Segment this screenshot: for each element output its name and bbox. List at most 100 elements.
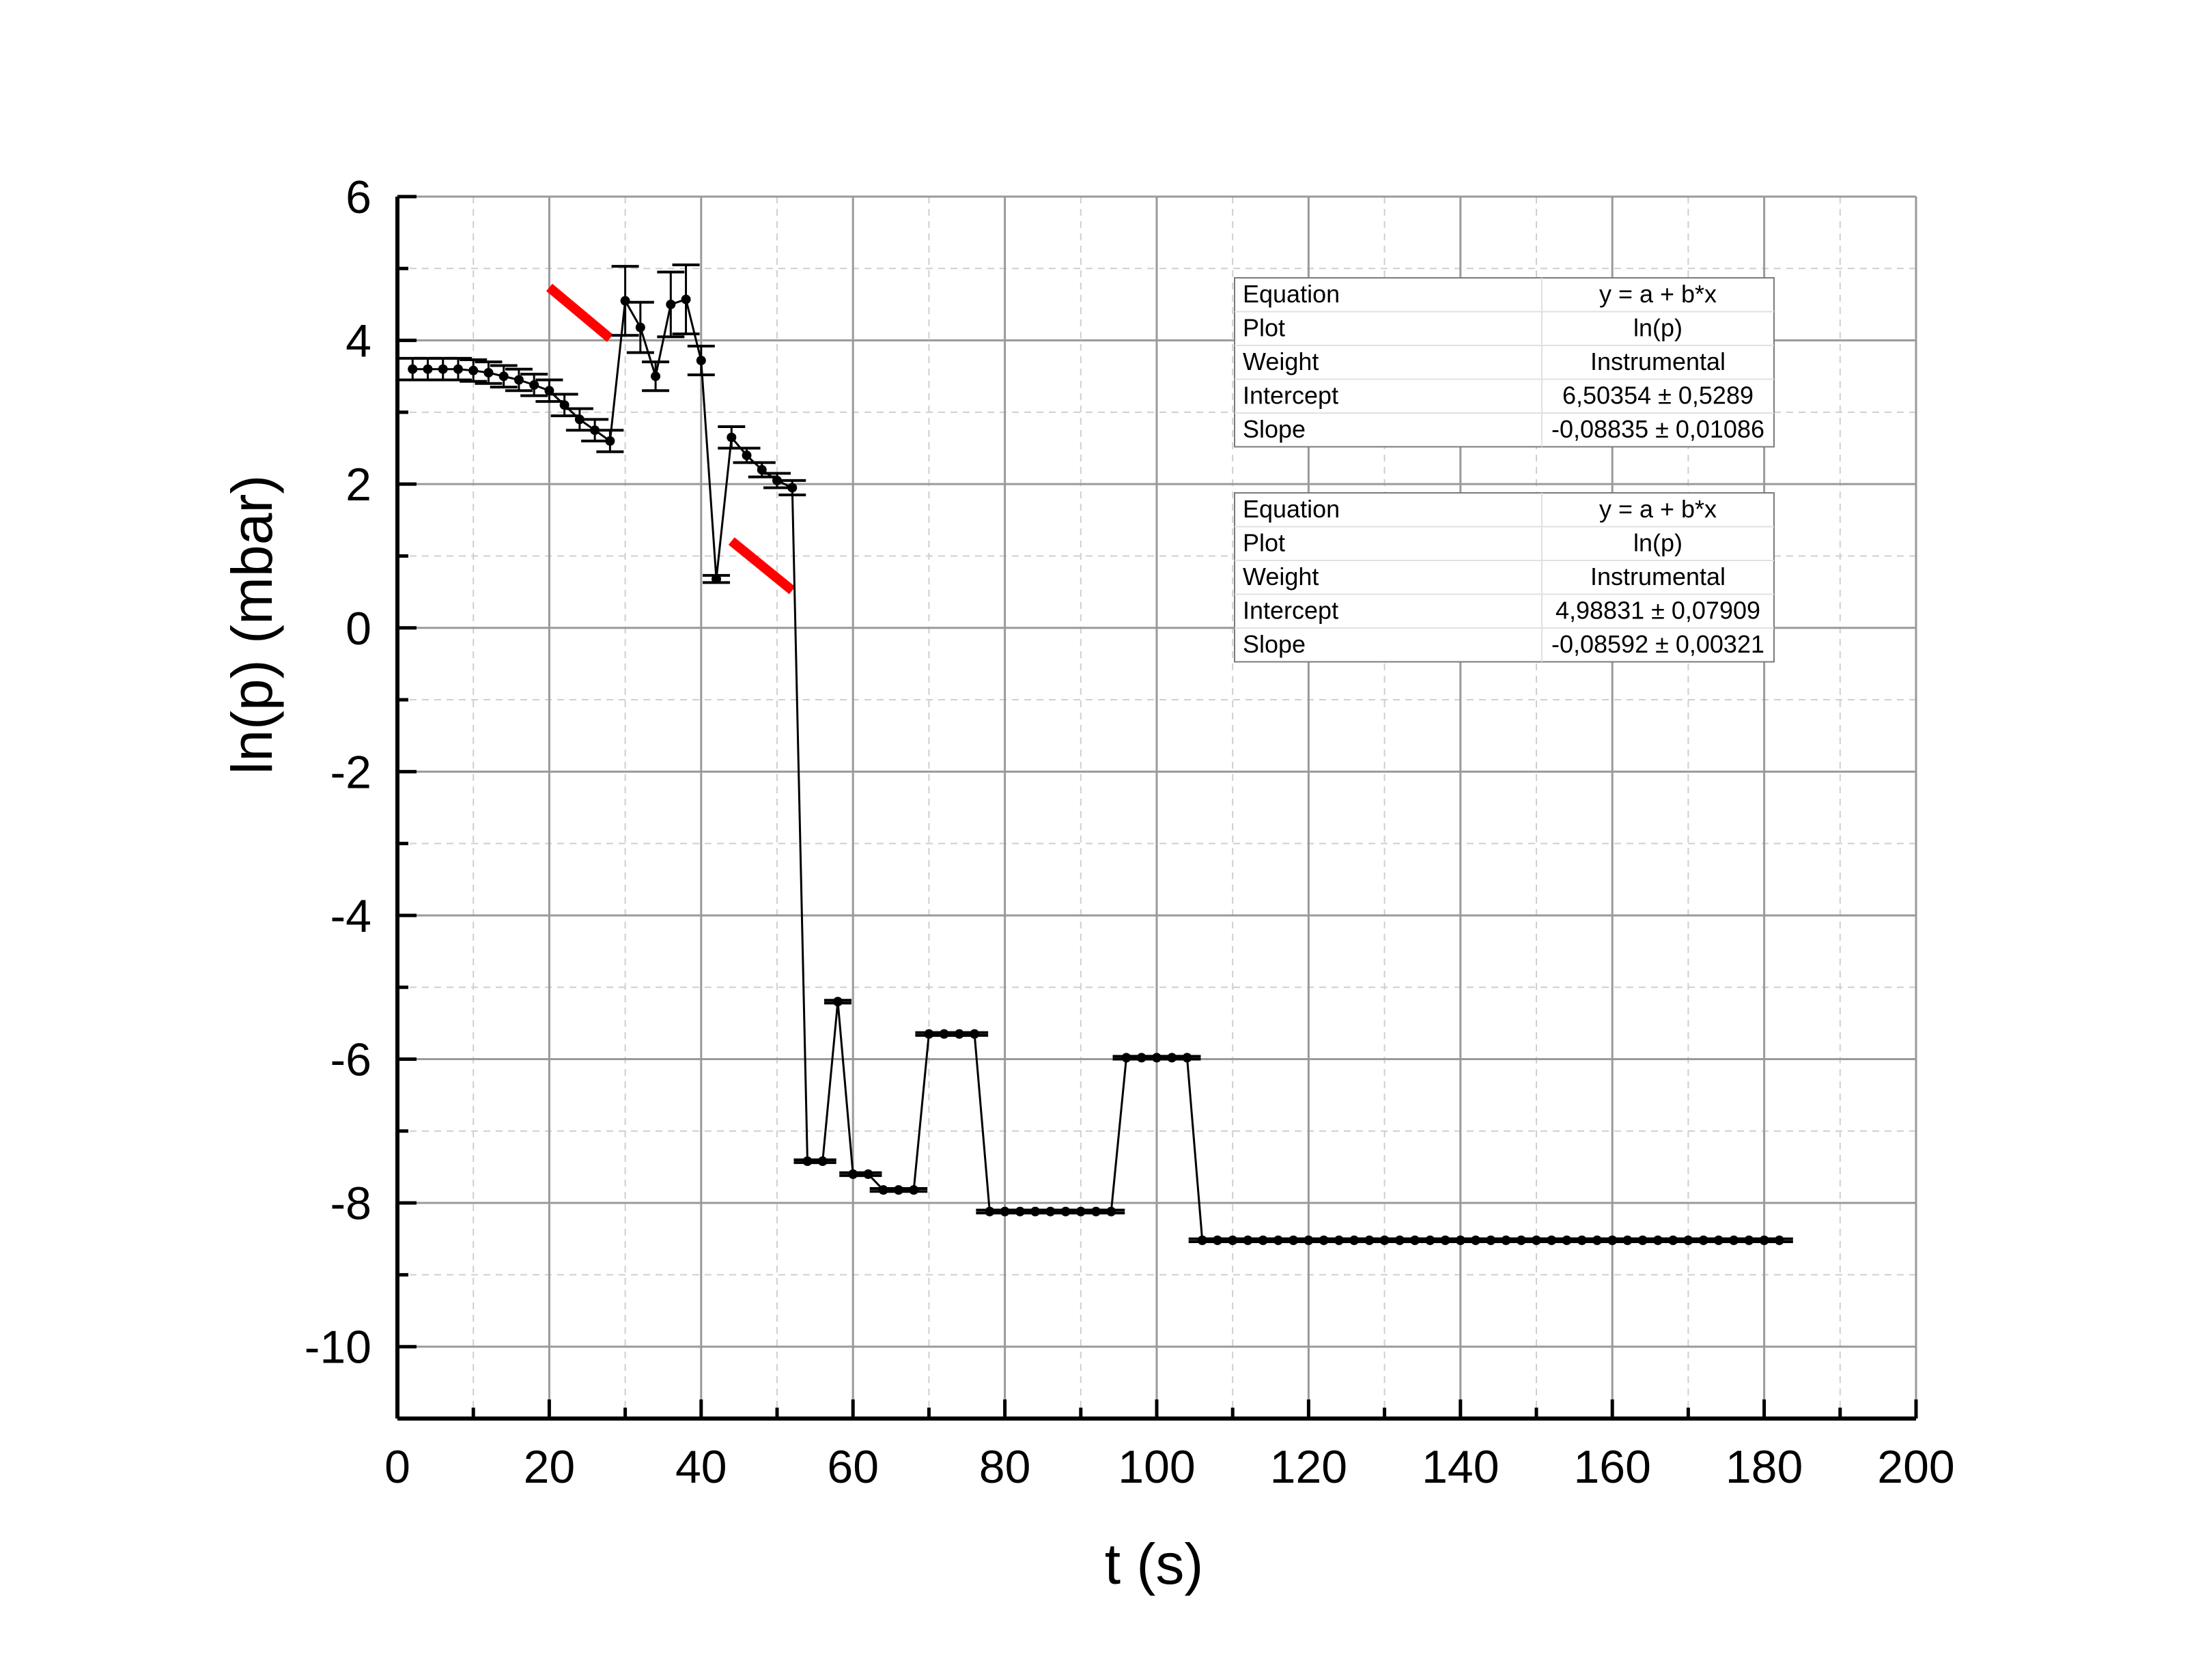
data-point — [1637, 1235, 1648, 1245]
data-point — [1486, 1235, 1496, 1245]
data-point — [1030, 1206, 1041, 1216]
data-point — [1228, 1235, 1238, 1245]
data-series — [399, 264, 1793, 1245]
data-point — [924, 1029, 934, 1039]
data-point — [1729, 1235, 1739, 1245]
data-point — [1243, 1235, 1253, 1245]
data-point — [529, 380, 539, 390]
data-point — [742, 451, 752, 461]
data-point — [574, 414, 585, 425]
data-point — [1091, 1206, 1101, 1216]
data-point — [1000, 1206, 1010, 1216]
data-point — [438, 364, 448, 374]
data-point — [1547, 1235, 1557, 1245]
x-tick-label: 40 — [675, 1441, 727, 1493]
data-point — [893, 1185, 903, 1195]
fit-lines — [546, 283, 796, 595]
x-axis-label: t (s) — [1105, 1532, 1204, 1596]
data-point — [1501, 1235, 1511, 1245]
fit-table-key: Equation — [1243, 280, 1340, 308]
data-point — [863, 1169, 873, 1179]
y-tick-label: -8 — [330, 1178, 371, 1229]
axes — [395, 195, 1918, 1421]
data-point — [681, 294, 691, 304]
data-point — [954, 1029, 964, 1039]
fit-table-key: Equation — [1243, 495, 1340, 523]
y-tick-label: 2 — [346, 459, 371, 511]
data-point — [1562, 1235, 1572, 1245]
x-tick-label: 140 — [1422, 1441, 1499, 1493]
fit-table-value: y = a + b*x — [1599, 495, 1717, 523]
data-point — [970, 1029, 980, 1039]
data-point — [1440, 1235, 1450, 1245]
fit-table-key: Slope — [1243, 415, 1306, 443]
data-point — [1136, 1053, 1146, 1063]
data-point — [817, 1156, 828, 1167]
fit-table-value: y = a + b*x — [1599, 280, 1717, 308]
y-tick-label: -2 — [330, 746, 371, 798]
fit-table-key: Slope — [1243, 630, 1306, 658]
data-point — [1425, 1235, 1435, 1245]
data-point — [1652, 1235, 1663, 1245]
data-point — [423, 364, 433, 374]
x-tick-label: 0 — [384, 1441, 410, 1493]
data-point — [712, 574, 722, 584]
fit-table-key: Weight — [1243, 563, 1319, 590]
data-point — [1622, 1235, 1633, 1245]
x-tick-label: 180 — [1726, 1441, 1803, 1493]
data-point — [513, 375, 524, 385]
data-point — [1471, 1235, 1481, 1245]
data-point — [666, 299, 676, 309]
data-point — [635, 322, 645, 332]
data-point — [1075, 1206, 1086, 1216]
y-axis-label: ln(p) (mbar) — [220, 475, 284, 775]
fit-table-key: Plot — [1243, 314, 1285, 342]
data-point — [1060, 1206, 1071, 1216]
y-tick-label: -4 — [330, 890, 371, 942]
data-point — [483, 367, 494, 378]
data-point — [1516, 1235, 1526, 1245]
x-tick-label: 160 — [1573, 1441, 1650, 1493]
data-point — [1304, 1235, 1314, 1245]
fit-table-value: Instrumental — [1590, 563, 1726, 590]
data-point — [408, 364, 418, 374]
fit-table-value: Instrumental — [1590, 347, 1726, 375]
data-point — [1774, 1235, 1784, 1245]
fit-table-value: 4,98831 ± 0,07909 — [1556, 597, 1760, 625]
fit-table — [1234, 492, 1775, 663]
data-point — [939, 1029, 949, 1039]
data-point — [498, 371, 509, 382]
data-point — [1698, 1235, 1708, 1245]
fit-line — [728, 537, 796, 595]
data-point — [1334, 1235, 1344, 1245]
data-point — [909, 1185, 919, 1195]
x-tick-label: 80 — [979, 1441, 1031, 1493]
x-tick-label: 100 — [1118, 1441, 1195, 1493]
x-tick-label: 60 — [827, 1441, 879, 1493]
data-point — [1015, 1206, 1025, 1216]
data-point — [985, 1206, 995, 1216]
fit-table-value: ln(p) — [1633, 314, 1683, 342]
data-point — [1607, 1235, 1618, 1245]
data-point — [727, 432, 737, 442]
data-point — [1364, 1235, 1375, 1245]
data-point — [1152, 1053, 1162, 1063]
data-point — [878, 1185, 888, 1195]
data-point — [1668, 1235, 1678, 1245]
data-point — [772, 475, 782, 485]
data-point — [1106, 1206, 1116, 1216]
data-point — [787, 483, 798, 493]
y-tick-label: -10 — [305, 1322, 371, 1373]
data-point — [453, 364, 463, 374]
data-point — [620, 296, 630, 306]
fit-table — [1234, 277, 1775, 448]
data-point — [1197, 1235, 1207, 1245]
data-point — [1121, 1053, 1131, 1063]
data-point — [832, 997, 843, 1007]
data-point — [1683, 1235, 1693, 1245]
data-point — [1713, 1235, 1723, 1245]
y-tick-label: 0 — [346, 603, 371, 655]
data-point — [1394, 1235, 1405, 1245]
